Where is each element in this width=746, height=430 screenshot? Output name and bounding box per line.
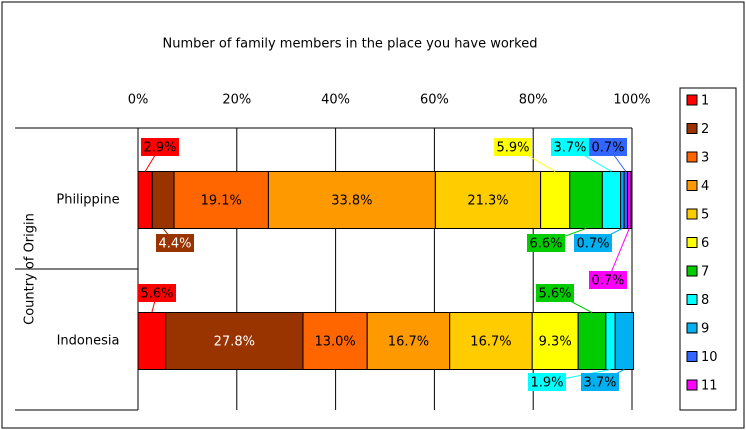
x-tick-label: 0%: [128, 93, 149, 108]
bar-segment: [605, 312, 616, 370]
data-label: 5.6%: [140, 287, 173, 302]
bar-segment: [623, 171, 629, 229]
data-label: 6.6%: [529, 237, 562, 252]
bar-segment: [577, 312, 607, 370]
label-box: [527, 234, 565, 252]
data-label: 1.9%: [530, 376, 563, 391]
bar-segment: [151, 171, 175, 229]
label-box: [589, 271, 627, 289]
bar-segment: [434, 171, 542, 229]
bar-segment: [137, 312, 167, 370]
data-label: 9.3%: [539, 335, 572, 350]
x-tick-label: 40%: [321, 93, 350, 108]
label-box: [138, 284, 176, 302]
data-label: 3.7%: [583, 376, 616, 391]
bar-segment: [627, 171, 632, 229]
legend-swatch: [686, 351, 698, 362]
bar-segment: [569, 171, 603, 229]
legend-swatch: [686, 208, 698, 220]
data-label: 13.0%: [314, 335, 355, 350]
data-label: 19.1%: [201, 194, 242, 209]
legend-swatch: [686, 294, 698, 305]
label-box: [551, 138, 589, 156]
bar-segment: [614, 312, 634, 370]
legend-label: 8: [701, 293, 709, 308]
x-tick-label: 100%: [613, 93, 650, 108]
data-label: 0.7%: [576, 237, 609, 252]
bar-segment: [540, 171, 571, 229]
label-box: [141, 138, 179, 156]
bar-segment: [601, 171, 622, 229]
legend-swatch: [686, 94, 698, 106]
chart-title: Number of family members in the place yo…: [163, 37, 538, 52]
data-label: 4.4%: [158, 237, 191, 252]
legend-swatch: [686, 265, 698, 277]
label-box: [574, 234, 612, 252]
bar-segment: [165, 312, 304, 370]
legend-label: 9: [701, 322, 709, 337]
data-label: 3.7%: [553, 141, 586, 156]
label-box: [494, 138, 532, 156]
data-label: 21.3%: [467, 194, 508, 209]
data-label: 27.8%: [214, 335, 255, 350]
data-label: 16.7%: [470, 335, 511, 350]
data-label: 2.9%: [143, 141, 176, 156]
label-box: [536, 284, 574, 302]
legend-label: 11: [701, 379, 718, 394]
data-label: 5.6%: [538, 287, 571, 302]
label-box: [589, 138, 627, 156]
bar-segment: [137, 171, 153, 229]
legend-swatch: [686, 322, 698, 334]
x-tick-label: 20%: [222, 93, 251, 108]
legend-label: 10: [701, 350, 718, 365]
data-label: 33.8%: [331, 194, 372, 209]
x-tick-label: 80%: [519, 93, 548, 108]
label-box: [581, 373, 619, 391]
category-label: Indonesia: [57, 334, 120, 349]
bar-segment: [620, 171, 625, 229]
label-box: [156, 234, 194, 252]
category-label: Philippine: [56, 193, 119, 208]
legend-label: 3: [701, 151, 709, 166]
legend-swatch: [686, 180, 698, 191]
legend-label: 5: [701, 208, 709, 223]
legend-label: 2: [701, 122, 709, 137]
bar-segment: [267, 171, 436, 229]
legend-swatch: [686, 123, 698, 134]
x-tick-label: 60%: [420, 93, 449, 108]
legend-label: 1: [701, 94, 709, 109]
legend-label: 4: [701, 179, 709, 194]
bar-segment: [366, 312, 451, 370]
bar-segment: [302, 312, 368, 370]
data-label: 0.7%: [591, 274, 624, 289]
label-box: [528, 373, 566, 391]
legend-swatch: [686, 151, 698, 163]
legend-swatch: [686, 237, 698, 248]
legend-label: 6: [701, 236, 709, 251]
data-label: 16.7%: [388, 335, 429, 350]
legend-swatch: [686, 379, 698, 391]
legend-label: 7: [701, 265, 709, 280]
data-label: 5.9%: [496, 141, 529, 156]
data-label: 0.7%: [591, 141, 624, 156]
